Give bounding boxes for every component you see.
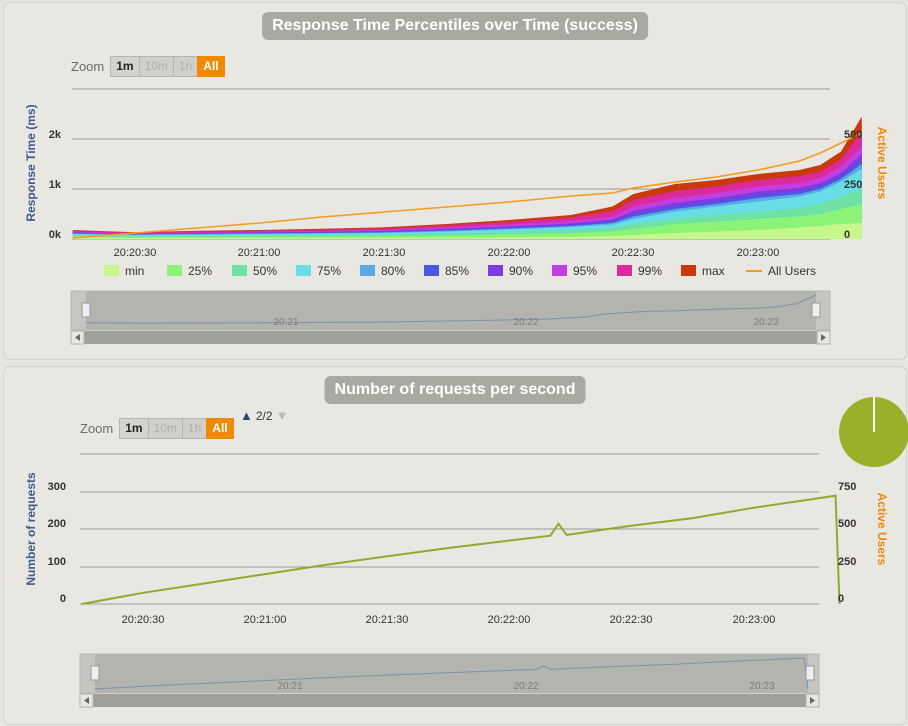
area-min bbox=[72, 223, 862, 239]
zoom-label: Zoom bbox=[71, 59, 105, 74]
legend-item-label[interactable]: 85% bbox=[445, 264, 469, 278]
chart1-xtick: 20:21:00 bbox=[238, 247, 281, 259]
page-up-icon[interactable]: ▲ bbox=[240, 408, 253, 423]
legend-item-label[interactable]: 75% bbox=[317, 264, 341, 278]
chart2-xtick: 20:23:00 bbox=[733, 614, 776, 626]
zoom-label: Zoom bbox=[80, 421, 114, 436]
legend-item-label[interactable]: 50% bbox=[253, 264, 277, 278]
chart1-ylabel: Response Time (ms) bbox=[24, 104, 38, 221]
chart2-ytick-200: 200 bbox=[48, 518, 66, 530]
chart2-ytick-100: 100 bbox=[48, 556, 66, 568]
chart1-y2tick-0: 0 bbox=[844, 229, 850, 241]
legend-page-counter: 2/2 bbox=[255, 408, 273, 423]
chart2-xtick: 20:22:30 bbox=[610, 614, 653, 626]
legend-swatch-25%[interactable] bbox=[167, 265, 182, 276]
chart1-xtick: 20:20:30 bbox=[114, 247, 157, 259]
zoom-10m-button[interactable]: 10m bbox=[138, 56, 174, 77]
chart1-title: Response Time Percentiles over Time (suc… bbox=[262, 12, 648, 40]
legend-item-label[interactable]: 80% bbox=[381, 264, 405, 278]
arrow-right-icon bbox=[821, 334, 826, 341]
chart2-title: Number of requests per second bbox=[324, 376, 586, 404]
chart2-xtick: 20:20:30 bbox=[122, 614, 165, 626]
chart2-xtick: 20:21:30 bbox=[366, 614, 409, 626]
chart1-y2tick-250: 250 bbox=[844, 179, 862, 191]
chart2-ytick-300: 300 bbox=[48, 481, 66, 493]
chart1-navigator-line bbox=[85, 294, 817, 324]
legend-item-label[interactable]: 25% bbox=[188, 264, 212, 278]
pie-chart-icon bbox=[839, 397, 908, 467]
zoom-1h-button[interactable]: 1h bbox=[172, 56, 199, 77]
chart2-ylabel: Number of requests bbox=[24, 472, 38, 586]
legend-swatch-85%[interactable] bbox=[424, 265, 439, 276]
requests-panel: Number of requests per second Zoom 1m 10… bbox=[3, 366, 907, 725]
legend-item-label[interactable]: 99% bbox=[638, 264, 662, 278]
chart1-ytick-0k: 0k bbox=[49, 229, 62, 241]
chart1-nav-tick: 20:21 bbox=[273, 317, 298, 328]
chart2-nav-handle-right[interactable] bbox=[805, 665, 815, 681]
chart1-nav-handle-right[interactable] bbox=[811, 302, 821, 318]
chart2-nav-tick: 20:23 bbox=[749, 681, 774, 692]
chart1-zoom-controls: Zoom 1m 10m 1h All bbox=[71, 56, 225, 77]
chart2-nav-tick: 20:21 bbox=[277, 681, 302, 692]
legend-swatch-99%[interactable] bbox=[617, 265, 632, 276]
arrow-right-icon bbox=[810, 697, 815, 704]
zoom-10m-button[interactable]: 10m bbox=[147, 418, 183, 439]
chart1-y2label: Active Users bbox=[875, 127, 889, 200]
arrow-left-icon bbox=[75, 334, 80, 341]
chart2-y2tick-0: 0 bbox=[838, 593, 844, 605]
legend-item-label[interactable]: 95% bbox=[573, 264, 597, 278]
chart2-zoom-controls: Zoom 1m 10m 1h All bbox=[80, 418, 234, 439]
chart2-y2label: Active Users bbox=[875, 493, 889, 566]
chart1-xtick: 20:22:00 bbox=[488, 247, 531, 259]
legend-swatch-75%[interactable] bbox=[296, 265, 311, 276]
chart1-legend: min 25% 50% 75% 80% 85% 90% 95% 99% max All Users bbox=[104, 264, 816, 278]
chart1-scrollbar[interactable] bbox=[71, 331, 830, 344]
legend-swatch-95%[interactable] bbox=[552, 265, 567, 276]
legend-item-label[interactable]: All Users bbox=[768, 264, 816, 278]
chart1-nav-tick: 20:22 bbox=[513, 317, 538, 328]
chart2-svg: Number of requests Active Users 300 200 … bbox=[24, 453, 889, 708]
chart2-nav-handle-left[interactable] bbox=[90, 665, 100, 681]
legend-swatch-min[interactable] bbox=[104, 265, 119, 276]
legend-swatch-80%[interactable] bbox=[360, 265, 375, 276]
chart1-nav-tick: 20:23 bbox=[753, 317, 778, 328]
area-25% bbox=[72, 204, 862, 239]
chart1-nav-handle-left[interactable] bbox=[81, 302, 91, 318]
chart2-navigator-selection[interactable] bbox=[95, 654, 808, 693]
chart1-xtick: 20:22:30 bbox=[612, 247, 655, 259]
requests-line bbox=[81, 494, 841, 605]
chart2-y2tick-500: 500 bbox=[838, 518, 856, 530]
legend-swatch-90%[interactable] bbox=[488, 265, 503, 276]
chart2-nav-tick: 20:22 bbox=[513, 681, 538, 692]
zoom-all-button[interactable]: All bbox=[197, 56, 225, 77]
chart1-svg: Response Time (ms) Active Users 2k 1k 0k… bbox=[24, 88, 889, 345]
chart1-navigator-selection[interactable] bbox=[86, 291, 816, 330]
chart2-scrollbar[interactable] bbox=[80, 694, 819, 707]
chart1-xtick: 20:21:30 bbox=[363, 247, 406, 259]
chart2-y2tick-750: 750 bbox=[838, 481, 856, 493]
zoom-all-button[interactable]: All bbox=[206, 418, 234, 439]
chart1-ytick-1k: 1k bbox=[49, 179, 62, 191]
legend-swatch-max[interactable] bbox=[681, 265, 696, 276]
legend-item-label[interactable]: min bbox=[125, 264, 144, 278]
chart1-ytick-2k: 2k bbox=[49, 129, 62, 141]
chart2-y2tick-250: 250 bbox=[838, 556, 856, 568]
chart2-ytick-0: 0 bbox=[60, 593, 66, 605]
chart2-xtick: 20:21:00 bbox=[244, 614, 287, 626]
chart1-xtick: 20:23:00 bbox=[737, 247, 780, 259]
arrow-left-icon bbox=[84, 697, 89, 704]
page-down-icon[interactable]: ▼ bbox=[275, 408, 289, 423]
chart2-xtick: 20:22:00 bbox=[488, 614, 531, 626]
legend-item-label[interactable]: max bbox=[702, 264, 725, 278]
legend-item-label[interactable]: 90% bbox=[509, 264, 533, 278]
legend-swatch-50%[interactable] bbox=[232, 265, 247, 276]
response-time-panel: Response Time Percentiles over Time (suc… bbox=[3, 2, 907, 360]
legend-pagination: ▲ 2/2 ▼ bbox=[240, 408, 288, 423]
chart2-navigator-line bbox=[94, 657, 809, 690]
chart1-y2tick-500: 500 bbox=[844, 129, 862, 141]
active-users-line bbox=[72, 132, 863, 239]
